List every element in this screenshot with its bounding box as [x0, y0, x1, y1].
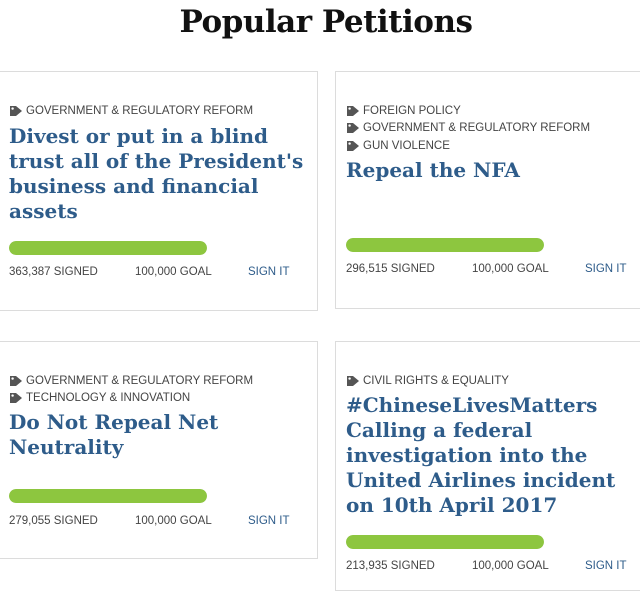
signature-progress-bar	[9, 489, 207, 503]
tag-icon	[10, 393, 22, 404]
tag-icon	[10, 105, 22, 116]
tag-label: FOREIGN POLICY	[363, 104, 461, 117]
signature-progress-bar	[346, 535, 544, 549]
tag-icon	[347, 123, 359, 134]
signature-progress-bar	[346, 238, 544, 252]
sign-it-link[interactable]: SIGN IT	[248, 515, 290, 527]
petition-stats: 213,935 SIGNED 100,000 GOAL SIGN IT	[346, 560, 640, 576]
petition-tag[interactable]: GUN VIOLENCE	[346, 137, 590, 155]
signature-progress-fill	[346, 238, 544, 252]
signature-progress-bar	[9, 241, 207, 255]
petition-tag[interactable]: GOVERNMENT & REGULATORY REFORM	[9, 102, 253, 120]
petition-tags: CIVIL RIGHTS & EQUALITY	[346, 372, 509, 390]
sign-it-link[interactable]: SIGN IT	[248, 266, 290, 278]
petition-tag[interactable]: CIVIL RIGHTS & EQUALITY	[346, 372, 509, 390]
sign-it-link[interactable]: SIGN IT	[585, 263, 627, 275]
petition-title-link[interactable]: Divest or put in a blind trust all of th…	[9, 124, 304, 223]
tag-label: TECHNOLOGY & INNOVATION	[26, 392, 191, 405]
tag-label: GOVERNMENT & REGULATORY REFORM	[26, 104, 254, 117]
tag-label: CIVIL RIGHTS & EQUALITY	[363, 374, 509, 387]
petition-tags: GOVERNMENT & REGULATORY REFORM TECHNOLOG…	[9, 372, 253, 407]
petition-title-link[interactable]: Do Not Repeal Net Neutrality	[9, 410, 219, 459]
petition-tag[interactable]: GOVERNMENT & REGULATORY REFORM	[9, 372, 253, 390]
signed-count: 213,935 SIGNED	[346, 560, 435, 572]
petition-stats: 279,055 SIGNED 100,000 GOAL SIGN IT	[9, 515, 309, 531]
signed-count: 363,387 SIGNED	[9, 266, 98, 278]
signature-goal: 100,000 GOAL	[472, 560, 549, 572]
petition-title-link[interactable]: #ChineseLivesMatters Calling a federal i…	[346, 393, 616, 517]
tag-icon	[10, 375, 22, 386]
tag-icon	[347, 140, 359, 151]
page-title: Popular Petitions	[179, 4, 473, 40]
petition-title-link[interactable]: Repeal the NFA	[346, 158, 520, 182]
petition-tag[interactable]: GOVERNMENT & REGULATORY REFORM	[346, 120, 590, 138]
signature-progress-fill	[9, 489, 207, 503]
petition-stats: 363,387 SIGNED 100,000 GOAL SIGN IT	[9, 266, 309, 282]
petition-card: GOVERNMENT & REGULATORY REFORM Divest or…	[0, 71, 318, 311]
tag-icon	[347, 105, 359, 116]
signature-progress-fill	[9, 241, 207, 255]
tag-label: GOVERNMENT & REGULATORY REFORM	[26, 374, 254, 387]
petition-tags: FOREIGN POLICY GOVERNMENT & REGULATORY R…	[346, 102, 590, 155]
petition-tag[interactable]: TECHNOLOGY & INNOVATION	[9, 390, 253, 408]
petition-tags: GOVERNMENT & REGULATORY REFORM	[9, 102, 253, 120]
petition-tag[interactable]: FOREIGN POLICY	[346, 102, 590, 120]
petition-card: CIVIL RIGHTS & EQUALITY #ChineseLivesMat…	[335, 341, 640, 591]
signature-goal: 100,000 GOAL	[135, 266, 212, 278]
sign-it-link[interactable]: SIGN IT	[585, 560, 627, 572]
tag-icon	[347, 375, 359, 386]
tag-label: GUN VIOLENCE	[363, 139, 450, 152]
signed-count: 279,055 SIGNED	[9, 515, 98, 527]
signed-count: 296,515 SIGNED	[346, 263, 435, 275]
signature-progress-fill	[346, 535, 544, 549]
signature-goal: 100,000 GOAL	[135, 515, 212, 527]
petition-card: GOVERNMENT & REGULATORY REFORM TECHNOLOG…	[0, 341, 318, 559]
tag-label: GOVERNMENT & REGULATORY REFORM	[363, 122, 591, 135]
signature-goal: 100,000 GOAL	[472, 263, 549, 275]
petition-card: FOREIGN POLICY GOVERNMENT & REGULATORY R…	[335, 71, 640, 309]
petition-stats: 296,515 SIGNED 100,000 GOAL SIGN IT	[346, 263, 640, 279]
